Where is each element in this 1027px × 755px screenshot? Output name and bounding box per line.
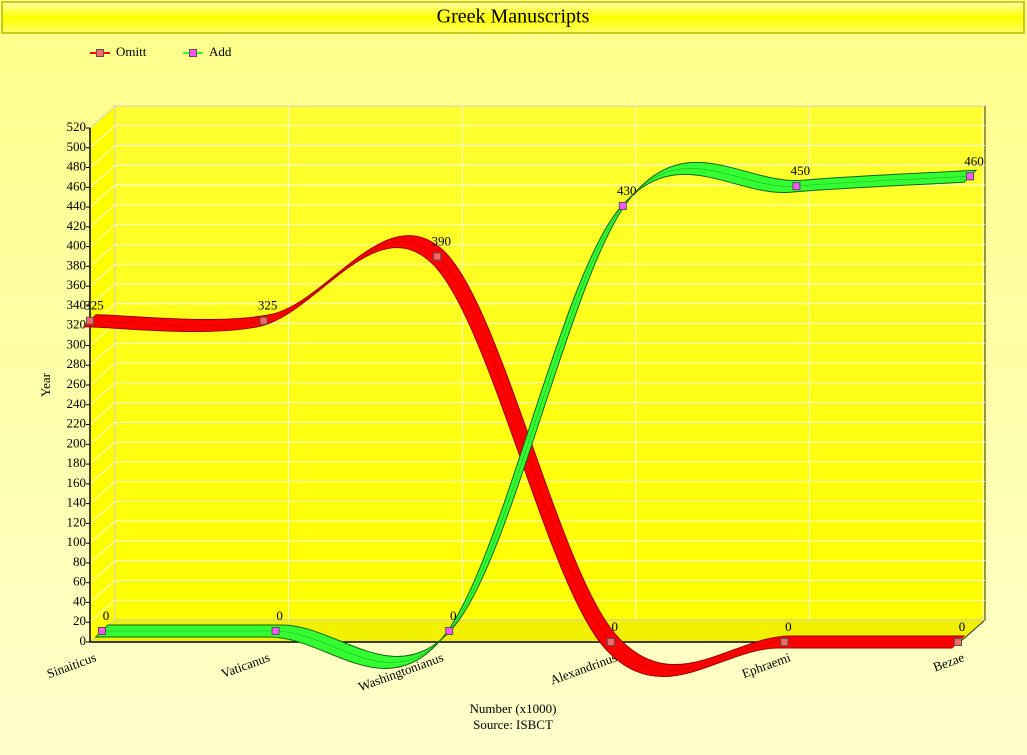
- value-label: 325: [258, 298, 278, 313]
- value-label: 450: [791, 163, 811, 178]
- y-tick-label: 100: [67, 534, 87, 549]
- y-tick-label: 420: [67, 218, 87, 233]
- marker: [954, 638, 962, 646]
- marker: [606, 638, 615, 646]
- y-tick-label: 440: [67, 198, 87, 213]
- grid-line: [89, 204, 116, 228]
- legend-label: Add: [209, 44, 232, 59]
- marker: [271, 627, 280, 635]
- grid-line: [89, 105, 116, 129]
- grid-line: [89, 125, 116, 149]
- value-label: 460: [964, 153, 984, 168]
- grid-line: [89, 342, 116, 366]
- y-tick-label: 520: [67, 119, 87, 134]
- series-ribbon: [94, 161, 978, 669]
- legend-label: Omitt: [116, 44, 147, 59]
- marker: [445, 627, 454, 635]
- y-tick-label: 320: [67, 317, 87, 332]
- title-bar: [1, 1, 1025, 34]
- grid-line: [89, 263, 116, 287]
- legend-marker: [189, 49, 197, 57]
- y-tick-label: 480: [67, 159, 87, 174]
- value-label: 390: [431, 233, 451, 248]
- marker: [780, 638, 789, 646]
- y-tick-label: 120: [67, 514, 87, 529]
- grid-line: [89, 501, 116, 524]
- marker: [259, 316, 268, 325]
- y-tick-label: 140: [67, 495, 87, 510]
- x-tick-label: Vaticanus: [219, 650, 272, 681]
- y-tick-label: 400: [67, 238, 87, 253]
- y-tick-label: 20: [73, 613, 86, 628]
- value-label: 325: [84, 298, 104, 313]
- chart-title: Greek Manuscripts: [437, 6, 590, 28]
- y-tick-label: 160: [67, 475, 87, 490]
- grid-line: [89, 560, 116, 583]
- grid-line: [89, 441, 116, 465]
- y-tick-label: 260: [67, 376, 87, 391]
- y-tick-label: 80: [73, 554, 86, 569]
- y-tick-label: 280: [67, 356, 87, 371]
- grid-line: [89, 580, 116, 603]
- y-tick-label: 220: [67, 416, 87, 431]
- grid-line: [89, 461, 116, 485]
- y-tick-label: 200: [67, 435, 87, 450]
- grid-line: [89, 244, 116, 267]
- marker: [433, 252, 442, 261]
- grid-line: [89, 422, 116, 445]
- y-tick-label: 340: [67, 297, 87, 312]
- y-tick-label: 500: [67, 139, 87, 154]
- y-tick-label: 180: [67, 455, 87, 470]
- y-tick-label: 360: [67, 277, 87, 292]
- value-label: 0: [450, 608, 457, 623]
- value-label: 0: [612, 619, 619, 634]
- value-label: 0: [959, 619, 966, 634]
- marker: [966, 172, 974, 181]
- marker: [98, 627, 106, 635]
- value-label: 0: [276, 608, 283, 623]
- grid-line: [89, 224, 116, 247]
- grid-line: [89, 382, 116, 406]
- value-label: 430: [617, 183, 637, 198]
- x-tick-label: Bezae: [931, 649, 966, 674]
- grid-line: [89, 362, 116, 386]
- source-note: Source: ISBCT: [473, 717, 553, 732]
- grid-line: [89, 184, 116, 208]
- value-label: 0: [785, 619, 792, 634]
- y-tick-label: 300: [67, 336, 87, 351]
- y-tick-label: 380: [67, 257, 87, 272]
- x-tick-label: Ephraemi: [740, 649, 793, 681]
- y-tick-label: 40: [73, 593, 86, 608]
- marker: [86, 316, 94, 325]
- grid-line: [89, 520, 116, 544]
- grid-line: [89, 599, 116, 623]
- y-tick-label: 240: [67, 396, 87, 411]
- x-axis-title: Number (x1000): [469, 701, 556, 716]
- grid-line: [89, 481, 116, 504]
- y-tick-label: 0: [80, 633, 87, 648]
- grid-line: [89, 540, 116, 564]
- marker: [792, 182, 801, 191]
- y-axis-title: Year: [38, 372, 53, 397]
- grid-line: [89, 283, 116, 307]
- value-label: 0: [103, 608, 110, 623]
- grid-line: [89, 165, 116, 188]
- legend-marker: [96, 49, 104, 57]
- grid-line: [89, 402, 116, 425]
- y-tick-label: 460: [67, 178, 87, 193]
- x-tick-label: Sinaiticus: [45, 650, 98, 682]
- y-tick-label: 60: [73, 574, 86, 589]
- x-tick-label: Alexandrinus: [548, 650, 619, 688]
- marker: [618, 201, 627, 210]
- grid-line: [89, 145, 116, 168]
